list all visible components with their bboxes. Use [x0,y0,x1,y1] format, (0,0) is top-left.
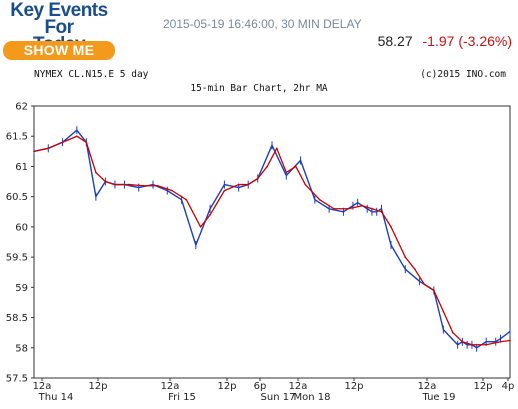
ma-point [333,207,335,210]
ma-point [509,339,511,342]
x-tick-label: 4p [502,381,515,392]
ma-point [47,147,50,150]
last-price: 58.27 [377,33,413,49]
plot-frame [33,105,511,379]
key-events-promo: Key Events For Today SHOW ME [0,0,120,64]
y-tick-label: 59.5 [6,253,28,264]
day-label: Thu 14 [38,392,74,403]
y-tick-label: 61 [15,162,28,173]
ma-point [95,171,97,174]
ma-point [380,210,383,213]
x-tick-label: 12p [473,381,492,392]
ma-point [433,289,435,292]
ma-point [61,141,64,144]
ma-point [128,183,130,186]
x-tick-label: 12a [418,381,437,392]
ma-point [485,343,488,346]
y-tick-label: 60.5 [6,192,28,203]
ma-point [223,189,226,192]
y-tick-label: 57.5 [6,374,28,385]
x-tick-label: 12a [289,381,308,392]
ma-point [318,198,321,201]
day-label: Mon 18 [294,392,331,403]
ma-point [347,207,349,210]
ma-point [114,183,116,186]
price-quote: 58.27 -1.97 (-3.26%) [378,33,512,49]
ma-point [295,165,297,168]
ma-point [199,226,202,228]
chart-copyright: (c)2015 INO.com [420,69,506,80]
x-tick-label: 12p [88,381,107,392]
ma-point [104,180,107,183]
ma-point [76,135,78,138]
moving-average-line [33,135,511,346]
ma-point [471,343,473,346]
ma-point [185,198,188,201]
chart-subtitle: 15-min Bar Chart, 2hr MA [190,83,328,94]
ma-point [142,184,145,187]
ma-point [275,147,278,150]
ma-point [209,214,211,216]
ma-point [461,340,464,343]
ma-point [414,268,416,271]
x-tick-label: 6p [254,381,267,392]
ma-point [499,340,502,343]
ma-point [452,331,454,334]
y-tick-label: 58.5 [6,313,28,324]
chart-symbol: NYMEX CL.N15.E 5 day [34,69,149,80]
ma-point [285,171,288,174]
show-me-button[interactable]: SHOW ME [3,41,115,60]
quote-timestamp: 2015-05-19 16:46:00, 30 MIN DELAY [163,17,362,31]
price-change: -1.97 (-3.26%) [422,33,512,49]
ma-point [423,283,426,286]
x-tick-label: 12p [217,381,236,392]
y-tick-label: 61.5 [6,132,28,143]
y-tick-label: 62 [15,102,28,113]
ma-point [171,189,173,192]
ma-point [237,183,240,186]
x-tick-label: 12a [33,381,52,392]
x-tick-label: 12p [344,381,363,392]
ma-point [33,150,35,153]
y-tick-label: 59 [15,283,28,294]
ma-point [442,310,445,313]
ma-point [304,183,307,186]
ma-point [156,184,159,187]
ma-point [256,177,259,180]
ma-point [247,183,249,186]
ma-point [361,204,364,207]
x-tick-label: 12a [161,381,180,392]
ma-point [390,226,392,228]
ma-point [266,165,269,168]
ma-point [404,256,407,258]
y-tick-label: 60 [15,222,28,233]
day-label: Fri 15 [168,392,196,403]
ma-point [371,207,373,210]
y-tick-label: 58 [15,343,28,354]
day-label: Tue 19 [422,392,456,403]
day-label: Sun 17 [261,392,296,403]
promo-title-line1: Key Events For [10,0,108,38]
ma-point [85,141,88,144]
